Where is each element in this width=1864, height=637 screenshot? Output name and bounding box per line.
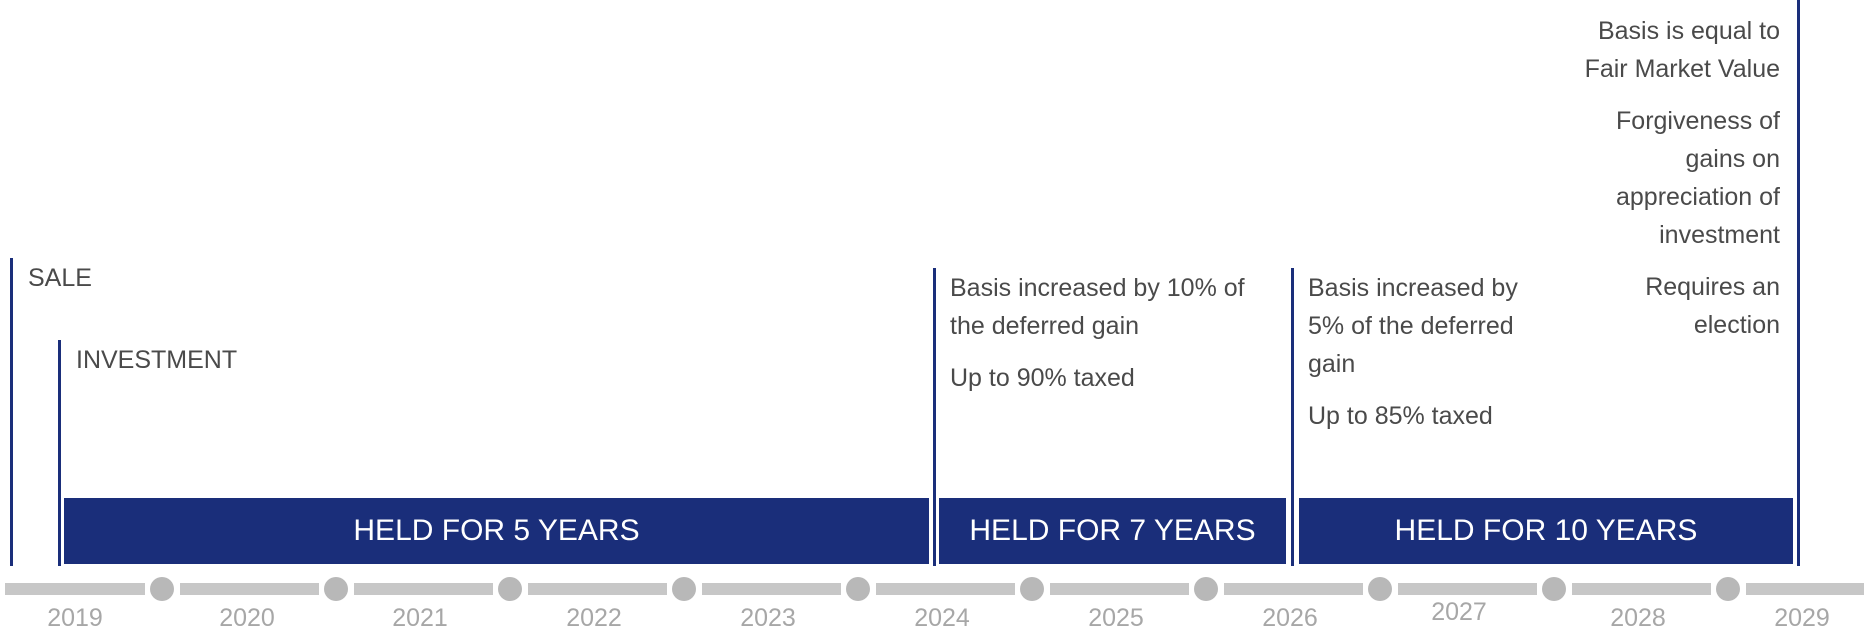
- seven-year-marker-line: [1291, 268, 1294, 566]
- five-year-tax-text: Up to 90% taxed: [950, 364, 1135, 392]
- five-year-basis-text: Basis increased by 10% of the deferred g…: [950, 274, 1245, 340]
- five-year-benefits: Basis increased by 10% of the deferred g…: [950, 269, 1250, 411]
- ten-year-marker-line: [1797, 0, 1800, 566]
- year-label: 2025: [1088, 604, 1144, 632]
- five-year-marker-line: [933, 268, 936, 566]
- timeline-track: [876, 583, 1015, 595]
- held-7-years-band: HELD FOR 7 YEARS: [939, 498, 1286, 564]
- year-label: 2019: [47, 604, 103, 632]
- timeline-dot: [150, 577, 174, 601]
- year-label: 2023: [740, 604, 796, 632]
- seven-year-basis-text: Basis increased by 5% of the deferred ga…: [1308, 274, 1518, 378]
- timeline-dot: [498, 577, 522, 601]
- year-label: 2024: [914, 604, 970, 632]
- investment-marker-line: [58, 340, 61, 566]
- timeline-track: [528, 583, 667, 595]
- year-label: 2026: [1262, 604, 1318, 632]
- timeline-dot: [1716, 577, 1740, 601]
- investment-label: INVESTMENT: [76, 346, 238, 374]
- timeline-dot: [1542, 577, 1566, 601]
- sale-label: SALE: [28, 264, 92, 292]
- timeline-dot: [846, 577, 870, 601]
- year-label: 2028: [1610, 604, 1666, 632]
- timeline-track: [1746, 583, 1864, 595]
- year-label: 2021: [392, 604, 448, 632]
- ten-year-forgiveness-text: Forgiveness of gains on appreciation of …: [1615, 107, 1780, 249]
- seven-year-benefits: Basis increased by 5% of the deferred ga…: [1308, 269, 1548, 449]
- timeline-track: [1050, 583, 1189, 595]
- timeline-track: [1224, 583, 1363, 595]
- year-label: 2027: [1431, 598, 1487, 626]
- year-label: 2020: [219, 604, 275, 632]
- timeline-track: [1572, 583, 1711, 595]
- timeline-dot: [672, 577, 696, 601]
- timeline-track: [180, 583, 319, 595]
- year-label: 2022: [566, 604, 622, 632]
- held-5-years-band: HELD FOR 5 YEARS: [64, 498, 929, 564]
- seven-year-tax-text: Up to 85% taxed: [1308, 402, 1493, 430]
- held-10-years-band: HELD FOR 10 YEARS: [1299, 498, 1793, 564]
- year-label: 2029: [1774, 604, 1830, 632]
- timeline-dot: [1194, 577, 1218, 601]
- timeline-track: [702, 583, 841, 595]
- timeline-dot: [324, 577, 348, 601]
- sale-marker-line: [10, 258, 13, 566]
- ten-year-benefits: Basis is equal to Fair Market Value Forg…: [1570, 12, 1780, 358]
- ten-year-election-text: Requires an election: [1645, 273, 1780, 339]
- timeline-dot: [1368, 577, 1392, 601]
- timeline-track: [5, 583, 145, 595]
- timeline-track: [354, 583, 493, 595]
- timeline-dot: [1020, 577, 1044, 601]
- timeline-track: [1398, 583, 1537, 595]
- ten-year-basis-text: Basis is equal to Fair Market Value: [1584, 17, 1780, 83]
